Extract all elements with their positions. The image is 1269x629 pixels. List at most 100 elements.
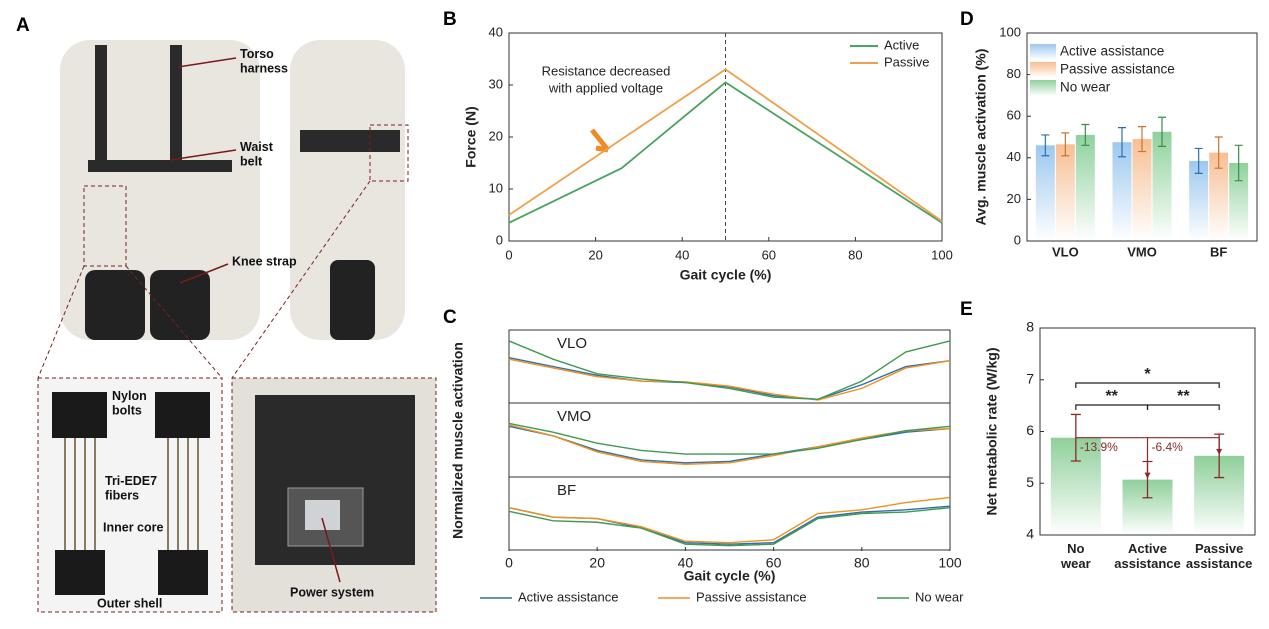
pointer xyxy=(321,517,341,583)
y-axis-label: Force (N) xyxy=(463,106,479,167)
legend-label: No wear xyxy=(915,589,964,604)
belt xyxy=(300,130,400,152)
legend-swatch xyxy=(1030,80,1056,96)
legend-swatch xyxy=(1030,62,1056,78)
x-tick-label: 40 xyxy=(678,555,694,571)
x-tick-label: 20 xyxy=(589,555,605,571)
legend-label: No wear xyxy=(1060,80,1111,95)
bar xyxy=(1055,144,1075,241)
line xyxy=(508,506,951,547)
arrow-head xyxy=(1144,472,1151,479)
annotation: with applied voltage xyxy=(548,80,663,95)
x-tick-label: 40 xyxy=(675,247,689,262)
photo-label: Nylon bolts xyxy=(112,389,147,417)
y-axis-label: Normalized muscle activation xyxy=(450,342,466,539)
y-tick-label: 20 xyxy=(1007,191,1021,206)
significance-bracket xyxy=(1146,404,1220,410)
y-tick-label: 40 xyxy=(1007,149,1021,164)
line xyxy=(508,357,951,401)
line xyxy=(508,424,951,466)
y-tick-label: 10 xyxy=(489,180,503,195)
photo-label: Waist belt xyxy=(240,140,274,168)
x-tick-label: Passive assistance xyxy=(1186,541,1253,571)
knee xyxy=(85,270,145,340)
error-bar xyxy=(1118,127,1126,158)
x-tick-label: VMO xyxy=(1127,244,1157,259)
panel-letter: C xyxy=(443,307,457,328)
panel-letter: D xyxy=(960,9,974,30)
x-tick-label: VLO xyxy=(1052,244,1079,259)
photo-label: Inner core xyxy=(103,520,163,534)
error-bar xyxy=(1214,136,1223,169)
photo-front xyxy=(60,40,260,340)
significance-label: * xyxy=(1144,366,1151,383)
x-tick-label: 0 xyxy=(505,555,513,571)
panel-letter: E xyxy=(960,299,973,320)
error-bar xyxy=(1158,116,1166,147)
strap xyxy=(95,45,107,165)
zoom-line xyxy=(231,180,371,379)
line xyxy=(508,505,951,545)
line xyxy=(508,422,951,455)
significance-bracket xyxy=(1075,382,1220,388)
panel-label: BF xyxy=(557,482,576,499)
legend-label: Active assistance xyxy=(1060,44,1164,59)
panel-label: VMO xyxy=(557,408,591,425)
significance-label: ** xyxy=(1105,388,1118,405)
y-tick-label: 30 xyxy=(489,76,503,91)
y-tick-label: 100 xyxy=(999,24,1021,39)
bar xyxy=(1152,131,1172,241)
bar xyxy=(1132,139,1152,241)
x-tick-label: 80 xyxy=(848,247,862,262)
cap xyxy=(55,550,105,595)
line xyxy=(508,68,943,222)
fibers xyxy=(64,438,199,550)
zoom-box xyxy=(83,185,127,267)
plot-frame xyxy=(508,329,951,551)
cap xyxy=(52,392,107,438)
y-axis-label: Net metabolic rate (W/kg) xyxy=(984,347,1000,515)
y-tick-label: 80 xyxy=(1007,66,1021,81)
bar xyxy=(1229,163,1249,241)
knee xyxy=(330,260,375,340)
cap xyxy=(155,392,210,438)
photo-label: Outer shell xyxy=(97,596,162,610)
belt xyxy=(88,160,232,172)
photo-label: Tri-EDE7 fibers xyxy=(105,474,157,502)
legend-label: Active xyxy=(884,37,919,52)
x-axis-label: Gait cycle (%) xyxy=(680,267,772,283)
error-bar xyxy=(1041,134,1050,157)
strap xyxy=(170,45,182,165)
photo-label: Knee strap xyxy=(232,254,297,268)
legend-label: Passive assistance xyxy=(1060,62,1175,77)
x-tick-label: 100 xyxy=(938,555,962,571)
x-tick-label: 0 xyxy=(505,247,512,262)
pointer xyxy=(177,57,237,68)
knee xyxy=(150,270,210,340)
photo-label: Power system xyxy=(290,585,374,599)
error-bar xyxy=(1070,413,1081,462)
annotation: Resistance decreased xyxy=(542,63,671,78)
change-label: -13.9% xyxy=(1080,440,1118,454)
error-bar xyxy=(1061,132,1070,157)
x-tick-label: 80 xyxy=(854,555,870,571)
legend-label: Passive assistance xyxy=(696,589,807,604)
y-tick-label: 6 xyxy=(1026,422,1034,438)
change-label: -6.4% xyxy=(1152,440,1184,454)
panel-label: VLO xyxy=(557,335,587,352)
screen xyxy=(305,500,340,530)
bar xyxy=(1075,134,1095,241)
pointer xyxy=(169,149,237,161)
significance-bracket xyxy=(1075,404,1149,410)
x-tick-label: 60 xyxy=(762,247,776,262)
y-tick-label: 4 xyxy=(1026,526,1034,542)
x-tick-label: 20 xyxy=(588,247,602,262)
x-tick-label: 60 xyxy=(766,555,782,571)
y-tick-label: 5 xyxy=(1026,474,1034,490)
error-bar xyxy=(1194,147,1203,174)
plot-frame xyxy=(1026,32,1258,242)
photo-panel: A Torso harness Waist belt Knee strap xyxy=(16,15,610,613)
bar xyxy=(1035,145,1055,241)
y-tick-label: 20 xyxy=(489,128,503,143)
significance-label: ** xyxy=(1177,388,1190,405)
